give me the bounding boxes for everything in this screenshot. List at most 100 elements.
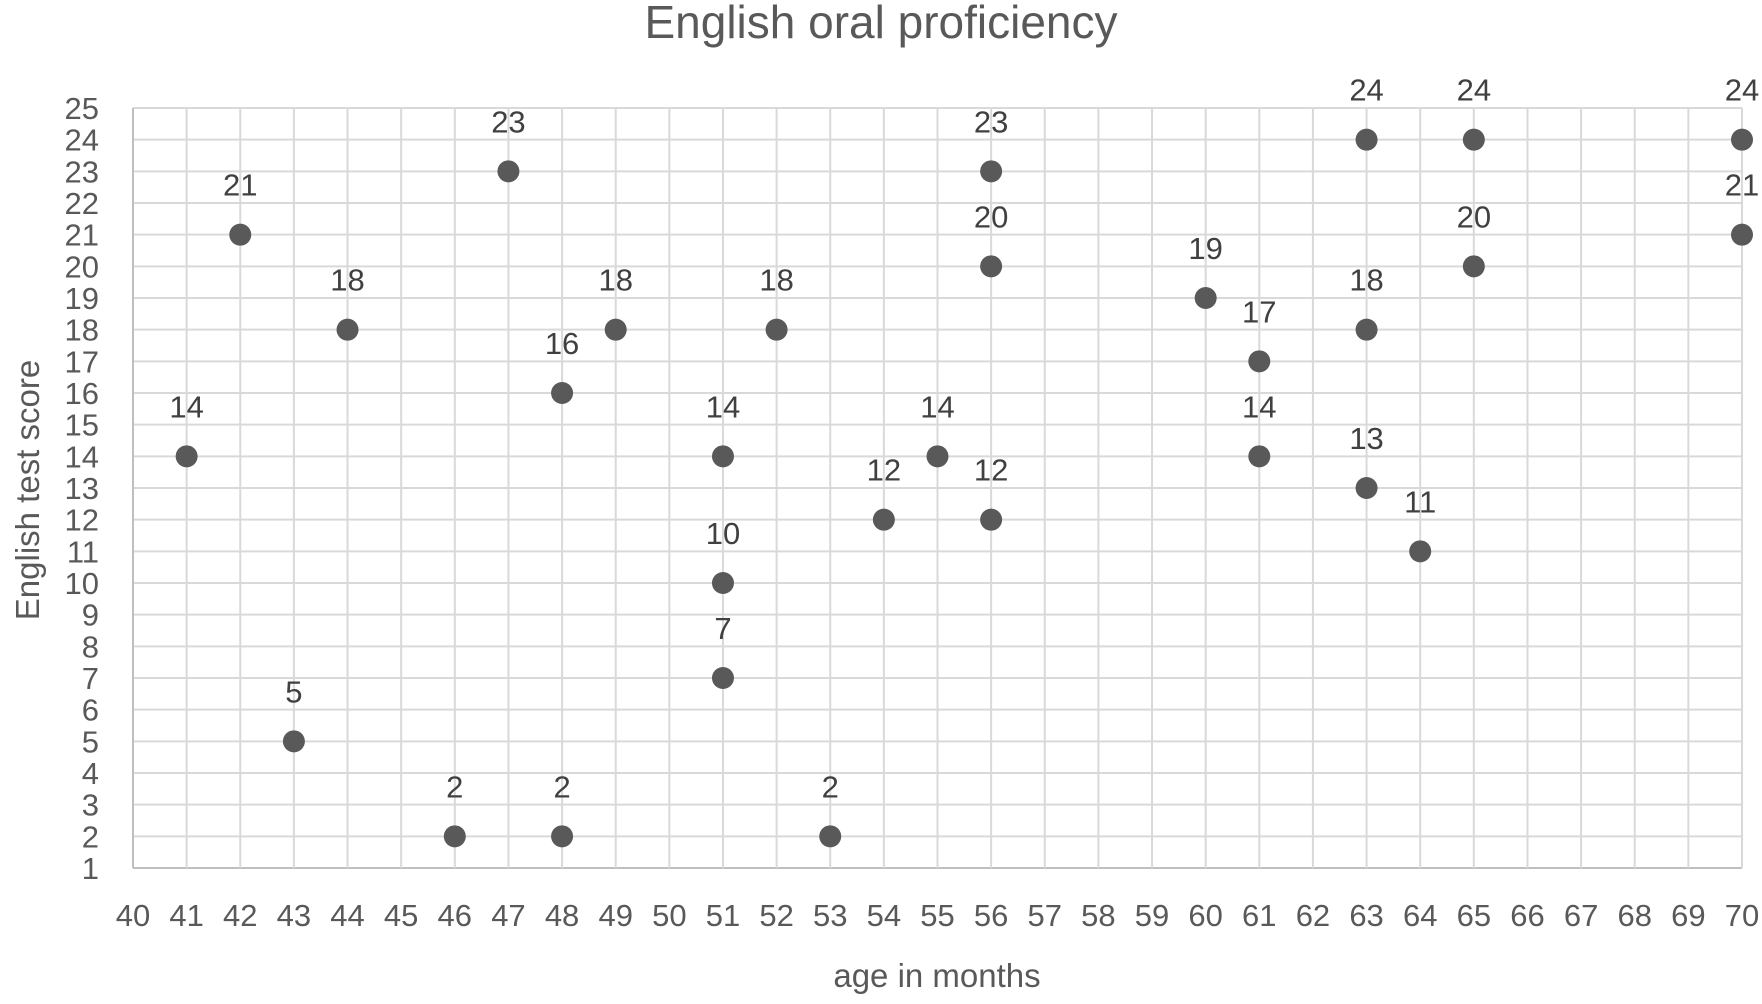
x-tick-label: 64 xyxy=(1403,898,1437,933)
data-label: 12 xyxy=(974,453,1008,488)
y-tick-label: 8 xyxy=(82,629,99,664)
data-label: 18 xyxy=(330,263,364,298)
x-tick-label: 70 xyxy=(1725,898,1759,933)
x-tick-label: 56 xyxy=(974,898,1008,933)
y-tick-label: 18 xyxy=(65,313,99,348)
x-tick-label: 67 xyxy=(1564,898,1598,933)
y-tick-label: 12 xyxy=(65,503,99,538)
y-tick-label: 15 xyxy=(65,408,99,443)
x-tick-label: 50 xyxy=(652,898,686,933)
data-point xyxy=(711,445,734,468)
data-point xyxy=(819,825,842,848)
data-label: 14 xyxy=(1242,389,1276,424)
data-label: 18 xyxy=(1349,263,1383,298)
y-tick-label: 9 xyxy=(82,598,99,633)
x-tick-label: 60 xyxy=(1188,898,1222,933)
x-tick-label: 40 xyxy=(116,898,150,933)
x-tick-label: 66 xyxy=(1510,898,1544,933)
data-point xyxy=(926,445,949,468)
data-point xyxy=(497,160,520,183)
y-tick-label: 22 xyxy=(65,186,99,221)
x-tick-label: 44 xyxy=(330,898,364,933)
y-tick-label: 14 xyxy=(65,439,99,474)
y-tick-label: 20 xyxy=(65,249,99,284)
data-label: 11 xyxy=(1404,484,1436,519)
x-tick-label: 55 xyxy=(920,898,954,933)
x-tick-label: 41 xyxy=(169,898,203,933)
data-label: 16 xyxy=(545,326,579,361)
data-label: 14 xyxy=(169,389,203,424)
x-tick-label: 46 xyxy=(438,898,472,933)
y-tick-label: 10 xyxy=(65,566,99,601)
data-point xyxy=(1731,223,1753,246)
y-tick-label: 11 xyxy=(67,534,99,569)
data-point xyxy=(1731,128,1753,151)
x-tick-label: 65 xyxy=(1457,898,1491,933)
data-point xyxy=(872,508,895,531)
data-point xyxy=(604,318,627,341)
data-point xyxy=(1248,350,1271,373)
data-label: 14 xyxy=(706,389,740,424)
x-axis-title: age in months xyxy=(833,957,1040,994)
data-point xyxy=(1355,128,1378,151)
data-label: 17 xyxy=(1242,294,1276,329)
data-point xyxy=(1355,318,1378,341)
x-tick-label: 53 xyxy=(813,898,847,933)
data-point xyxy=(443,825,466,848)
y-tick-label: 25 xyxy=(65,91,99,126)
x-tick-label: 51 xyxy=(706,898,740,933)
data-label: 2 xyxy=(553,769,570,804)
x-tick-label: 48 xyxy=(545,898,579,933)
data-point xyxy=(765,318,788,341)
data-label: 23 xyxy=(974,104,1008,139)
y-tick-label: 3 xyxy=(82,788,99,823)
data-label: 24 xyxy=(1349,73,1383,108)
data-point xyxy=(1248,445,1271,468)
y-tick-label: 13 xyxy=(65,471,99,506)
y-tick-label: 24 xyxy=(65,123,99,158)
data-label: 2 xyxy=(446,769,463,804)
x-tick-label: 63 xyxy=(1349,898,1383,933)
y-tick-label: 23 xyxy=(65,154,99,189)
y-tick-label: 2 xyxy=(82,819,99,854)
data-point xyxy=(551,825,574,848)
data-point xyxy=(1194,287,1217,309)
x-tick-label: 43 xyxy=(277,898,311,933)
chart-title: English oral proficiency xyxy=(644,0,1117,48)
data-point xyxy=(980,160,1003,183)
x-tick-label: 54 xyxy=(867,898,901,933)
data-labels: 1421518223162181410718212142320121917142… xyxy=(169,73,1759,805)
data-point xyxy=(229,223,252,246)
data-point xyxy=(980,255,1003,278)
y-tick-label: 5 xyxy=(82,724,99,759)
data-points xyxy=(175,128,1753,848)
data-point xyxy=(175,445,198,468)
data-point xyxy=(282,730,305,753)
plot-grid xyxy=(132,107,1743,869)
x-axis-ticks: 40 41 42 43 44 45 46 47 48 49 50 51 52 53 54 55 56 57 58 59… xyxy=(116,898,1759,933)
x-tick-label: 45 xyxy=(384,898,418,933)
x-tick-label: 62 xyxy=(1296,898,1330,933)
data-label: 21 xyxy=(223,168,257,203)
y-tick-label: 19 xyxy=(65,281,99,316)
data-point xyxy=(1409,540,1432,563)
y-tick-label: 6 xyxy=(82,693,99,728)
y-tick-label: 7 xyxy=(82,661,99,696)
x-tick-label: 68 xyxy=(1617,898,1651,933)
x-tick-label: 57 xyxy=(1028,898,1062,933)
data-point xyxy=(980,508,1003,531)
data-point xyxy=(1355,477,1378,499)
y-axis-ticks: 1234567891011121314151617181920212223242… xyxy=(65,91,99,886)
data-label: 2 xyxy=(822,769,839,804)
y-tick-label: 16 xyxy=(65,376,99,411)
data-label: 24 xyxy=(1725,73,1759,108)
x-tick-label: 42 xyxy=(223,898,257,933)
data-label: 13 xyxy=(1349,421,1383,456)
data-label: 20 xyxy=(974,199,1008,234)
data-label: 18 xyxy=(598,263,632,298)
data-label: 10 xyxy=(706,516,740,551)
y-tick-label: 4 xyxy=(82,756,99,791)
x-tick-label: 49 xyxy=(598,898,632,933)
x-tick-label: 61 xyxy=(1242,898,1276,933)
